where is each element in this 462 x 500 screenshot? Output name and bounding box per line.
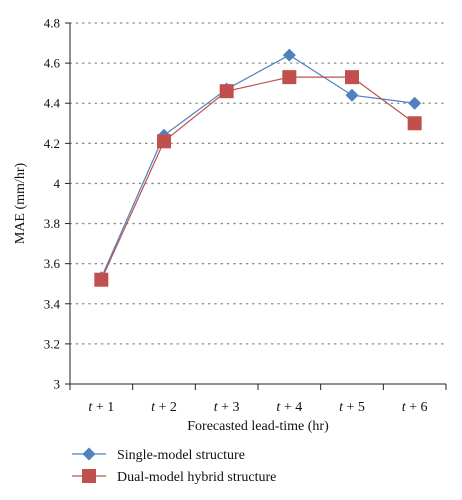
series-line [100, 76, 416, 280]
y-tick-label: 4.6 [44, 56, 61, 71]
square-marker [219, 84, 234, 99]
square-marker [407, 116, 422, 131]
y-tick-label: 4.4 [44, 96, 61, 111]
square-marker [94, 272, 109, 287]
square-marker [282, 70, 297, 85]
x-tick-label: t + 2 [151, 400, 177, 415]
x-axis-title: Forecasted lead-time (hr) [187, 419, 329, 434]
y-tick-label: 3.2 [44, 336, 60, 351]
y-tick-label: 3.8 [44, 216, 60, 231]
square-marker [157, 134, 171, 149]
axes [65, 22, 447, 390]
y-tick-label: 4.8 [44, 16, 60, 31]
x-tick-label: t + 4 [276, 400, 302, 415]
x-tick-label: t + 6 [402, 400, 428, 415]
series-dual-model [94, 70, 422, 287]
x-tick-labels: t + 1 t + 2 t + 3 t + 4 t + 5 t + 6 [88, 400, 427, 415]
legend-item: Dual-model hybrid structure [72, 469, 276, 485]
x-tick-label: t + 5 [339, 400, 365, 415]
square-marker [345, 70, 359, 85]
y-tick-label: 3.6 [44, 256, 61, 271]
y-tick-label: 3 [54, 377, 61, 392]
gridlines [69, 22, 447, 345]
series-layer [94, 48, 422, 287]
x-tick-label: t + 1 [88, 400, 114, 415]
legend-square-icon [82, 469, 96, 483]
legend-item: Single-model structure [72, 447, 245, 463]
legend-label: Single-model structure [117, 448, 245, 463]
y-tick-label: 4 [54, 176, 61, 191]
y-tick-label: 3.4 [44, 296, 61, 311]
x-tick-label: t + 3 [214, 400, 240, 415]
y-tick-label: 4.2 [44, 136, 60, 151]
y-axis-title: MAE (mm/hr) [13, 163, 28, 245]
legend: Single-model structure Dual-model hybrid … [72, 447, 276, 485]
diamond-marker [408, 96, 422, 110]
diamond-marker [345, 88, 359, 102]
legend-diamond-icon [82, 447, 96, 461]
legend-label: Dual-model hybrid structure [117, 470, 276, 485]
diamond-marker [282, 48, 296, 62]
y-tick-labels: 3 3.2 3.4 3.6 3.8 4 4.2 4.4 4.6 4.8 [44, 16, 61, 392]
series-line [100, 54, 415, 278]
